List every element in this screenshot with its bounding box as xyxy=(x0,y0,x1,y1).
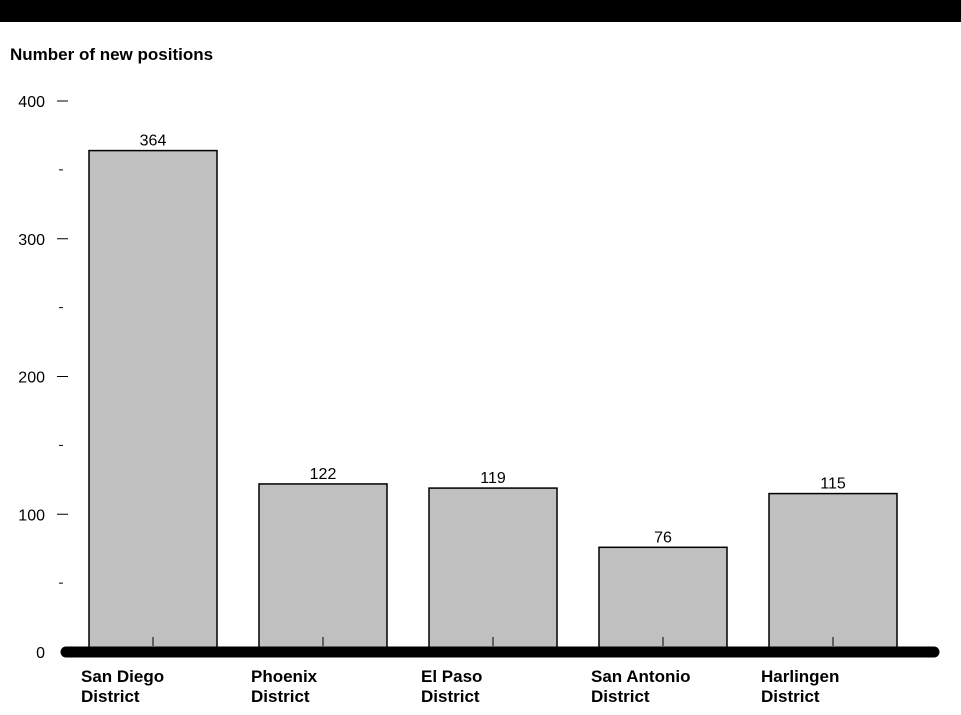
category-label: San Diego District xyxy=(81,667,164,706)
y-tick-label: 300 xyxy=(18,232,45,249)
bar-value-label: 115 xyxy=(820,476,846,493)
header-band xyxy=(0,0,961,22)
bar-value-label: 119 xyxy=(480,470,506,487)
category-label: Harlingen District xyxy=(761,667,839,706)
bar xyxy=(428,487,558,653)
category-labels: San Diego District Phoenix District El Paso D… xyxy=(81,667,839,706)
data-labels: 364 122 119 76 115 xyxy=(140,133,846,547)
bar xyxy=(768,492,898,653)
y-tick-label: 200 xyxy=(18,370,45,387)
y-tick-label: 400 xyxy=(18,94,45,111)
y-tick-label: 100 xyxy=(18,507,45,524)
bar-value-label: 364 xyxy=(140,133,167,150)
bar xyxy=(258,483,388,653)
y-axis: 0 100 200 300 400 xyxy=(18,94,68,662)
category-label: Phoenix District xyxy=(251,667,318,706)
bar xyxy=(88,149,218,653)
bars xyxy=(88,149,898,653)
bar-value-label: 76 xyxy=(654,529,672,546)
y-axis-label: Number of new positions xyxy=(10,45,213,64)
category-label: El Paso District xyxy=(421,667,482,706)
y-tick-label: 0 xyxy=(36,645,45,662)
bar xyxy=(598,546,728,653)
bar-value-label: 122 xyxy=(310,466,337,483)
category-label: San Antonio District xyxy=(591,667,690,706)
